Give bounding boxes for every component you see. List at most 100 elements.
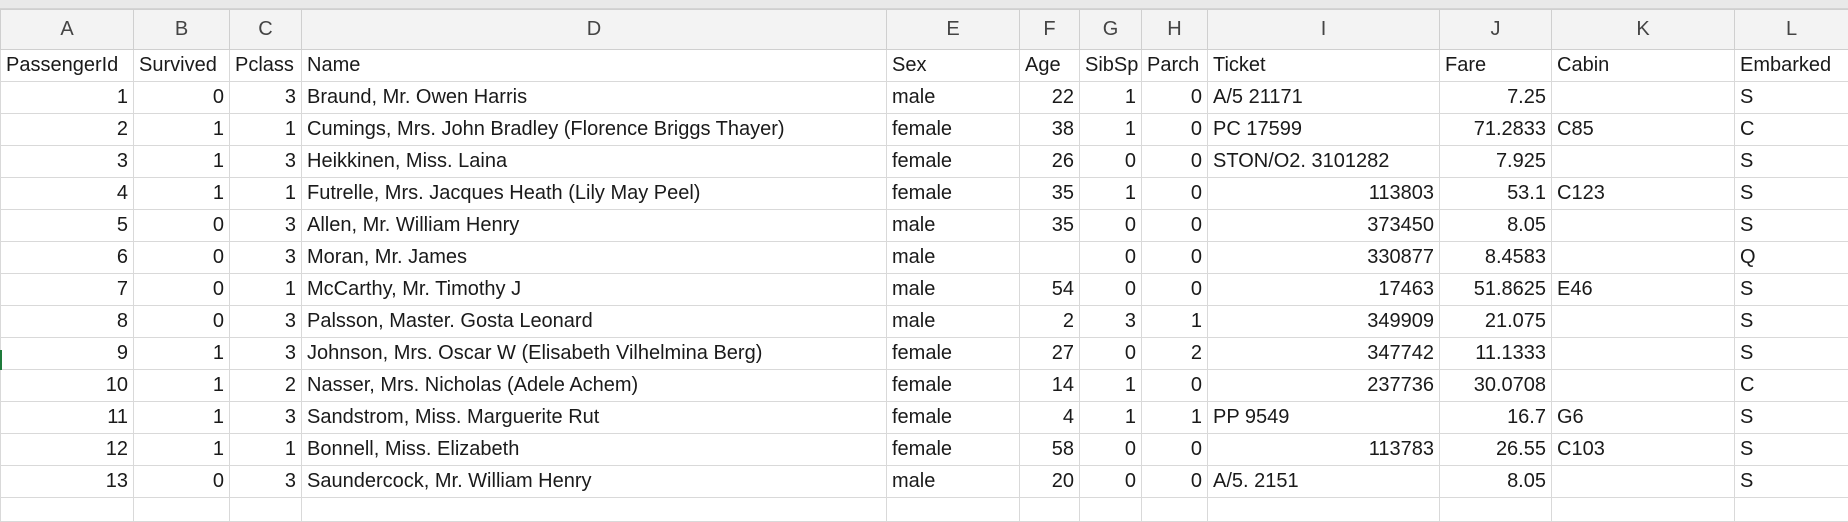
cell-f8[interactable]: 54 xyxy=(1020,274,1080,306)
cell-i15[interactable] xyxy=(1208,498,1440,522)
column-header-e[interactable]: E xyxy=(887,10,1020,50)
cell-h6[interactable]: 0 xyxy=(1142,210,1208,242)
cell-b3[interactable]: 1 xyxy=(134,114,230,146)
cell-k9[interactable] xyxy=(1552,306,1735,338)
cell-g3[interactable]: 1 xyxy=(1080,114,1142,146)
cell-h8[interactable]: 0 xyxy=(1142,274,1208,306)
cell-e5[interactable]: female xyxy=(887,178,1020,210)
cell-b8[interactable]: 0 xyxy=(134,274,230,306)
cell-a2[interactable]: 1 xyxy=(1,82,134,114)
cell-d12[interactable]: Sandstrom, Miss. Marguerite Rut xyxy=(302,402,887,434)
cell-h1[interactable]: Parch xyxy=(1142,50,1208,82)
cell-d10[interactable]: Johnson, Mrs. Oscar W (Elisabeth Vilhelm… xyxy=(302,338,887,370)
cell-a11[interactable]: 10 xyxy=(1,370,134,402)
cell-k12[interactable]: G6 xyxy=(1552,402,1735,434)
cell-j8[interactable]: 51.8625 xyxy=(1440,274,1552,306)
cell-k3[interactable]: C85 xyxy=(1552,114,1735,146)
cell-l6[interactable]: S xyxy=(1735,210,1848,242)
cell-d8[interactable]: McCarthy, Mr. Timothy J xyxy=(302,274,887,306)
cell-a10[interactable]: 9 xyxy=(1,338,134,370)
cell-h15[interactable] xyxy=(1142,498,1208,522)
cell-k11[interactable] xyxy=(1552,370,1735,402)
cell-b9[interactable]: 0 xyxy=(134,306,230,338)
cell-i1[interactable]: Ticket xyxy=(1208,50,1440,82)
cell-g2[interactable]: 1 xyxy=(1080,82,1142,114)
cell-l14[interactable]: S xyxy=(1735,466,1848,498)
cell-a8[interactable]: 7 xyxy=(1,274,134,306)
cell-c10[interactable]: 3 xyxy=(230,338,302,370)
cell-d3[interactable]: Cumings, Mrs. John Bradley (Florence Bri… xyxy=(302,114,887,146)
cell-h10[interactable]: 2 xyxy=(1142,338,1208,370)
cell-f6[interactable]: 35 xyxy=(1020,210,1080,242)
cell-b5[interactable]: 1 xyxy=(134,178,230,210)
cell-f13[interactable]: 58 xyxy=(1020,434,1080,466)
cell-k5[interactable]: C123 xyxy=(1552,178,1735,210)
cell-g12[interactable]: 1 xyxy=(1080,402,1142,434)
cell-i10[interactable]: 347742 xyxy=(1208,338,1440,370)
cell-c11[interactable]: 2 xyxy=(230,370,302,402)
column-header-b[interactable]: B xyxy=(134,10,230,50)
cell-h2[interactable]: 0 xyxy=(1142,82,1208,114)
cell-i13[interactable]: 113783 xyxy=(1208,434,1440,466)
cell-c5[interactable]: 1 xyxy=(230,178,302,210)
column-header-k[interactable]: K xyxy=(1552,10,1735,50)
cell-j13[interactable]: 26.55 xyxy=(1440,434,1552,466)
cell-i8[interactable]: 17463 xyxy=(1208,274,1440,306)
cell-i12[interactable]: PP 9549 xyxy=(1208,402,1440,434)
cell-g10[interactable]: 0 xyxy=(1080,338,1142,370)
cell-c12[interactable]: 3 xyxy=(230,402,302,434)
cell-g11[interactable]: 1 xyxy=(1080,370,1142,402)
cell-b14[interactable]: 0 xyxy=(134,466,230,498)
column-header-a[interactable]: A xyxy=(1,10,134,50)
cell-g5[interactable]: 1 xyxy=(1080,178,1142,210)
cell-j11[interactable]: 30.0708 xyxy=(1440,370,1552,402)
cell-e8[interactable]: male xyxy=(887,274,1020,306)
cell-i2[interactable]: A/5 21171 xyxy=(1208,82,1440,114)
cell-i5[interactable]: 113803 xyxy=(1208,178,1440,210)
column-header-c[interactable]: C xyxy=(230,10,302,50)
cell-k1[interactable]: Cabin xyxy=(1552,50,1735,82)
cell-l3[interactable]: C xyxy=(1735,114,1848,146)
cell-d5[interactable]: Futrelle, Mrs. Jacques Heath (Lily May P… xyxy=(302,178,887,210)
cell-d11[interactable]: Nasser, Mrs. Nicholas (Adele Achem) xyxy=(302,370,887,402)
cell-b1[interactable]: Survived xyxy=(134,50,230,82)
cell-e9[interactable]: male xyxy=(887,306,1020,338)
cell-e15[interactable] xyxy=(887,498,1020,522)
cell-g7[interactable]: 0 xyxy=(1080,242,1142,274)
cell-d14[interactable]: Saundercock, Mr. William Henry xyxy=(302,466,887,498)
cell-b6[interactable]: 0 xyxy=(134,210,230,242)
cell-k14[interactable] xyxy=(1552,466,1735,498)
cell-a5[interactable]: 4 xyxy=(1,178,134,210)
cell-a4[interactable]: 3 xyxy=(1,146,134,178)
cell-h7[interactable]: 0 xyxy=(1142,242,1208,274)
cell-e2[interactable]: male xyxy=(887,82,1020,114)
cell-d15[interactable] xyxy=(302,498,887,522)
cell-j4[interactable]: 7.925 xyxy=(1440,146,1552,178)
cell-l7[interactable]: Q xyxy=(1735,242,1848,274)
cell-d6[interactable]: Allen, Mr. William Henry xyxy=(302,210,887,242)
cell-h5[interactable]: 0 xyxy=(1142,178,1208,210)
cell-d2[interactable]: Braund, Mr. Owen Harris xyxy=(302,82,887,114)
cell-b13[interactable]: 1 xyxy=(134,434,230,466)
cell-c9[interactable]: 3 xyxy=(230,306,302,338)
cell-k10[interactable] xyxy=(1552,338,1735,370)
cell-c6[interactable]: 3 xyxy=(230,210,302,242)
cell-j9[interactable]: 21.075 xyxy=(1440,306,1552,338)
cell-l10[interactable]: S xyxy=(1735,338,1848,370)
cell-f4[interactable]: 26 xyxy=(1020,146,1080,178)
cell-c13[interactable]: 1 xyxy=(230,434,302,466)
cell-h3[interactable]: 0 xyxy=(1142,114,1208,146)
cell-a1[interactable]: PassengerId xyxy=(1,50,134,82)
cell-e10[interactable]: female xyxy=(887,338,1020,370)
cell-a14[interactable]: 13 xyxy=(1,466,134,498)
cell-f14[interactable]: 20 xyxy=(1020,466,1080,498)
cell-f7[interactable] xyxy=(1020,242,1080,274)
cell-e13[interactable]: female xyxy=(887,434,1020,466)
cell-j3[interactable]: 71.2833 xyxy=(1440,114,1552,146)
column-header-l[interactable]: L xyxy=(1735,10,1848,50)
cell-i14[interactable]: A/5. 2151 xyxy=(1208,466,1440,498)
cell-c7[interactable]: 3 xyxy=(230,242,302,274)
cell-e14[interactable]: male xyxy=(887,466,1020,498)
cell-g4[interactable]: 0 xyxy=(1080,146,1142,178)
cell-j7[interactable]: 8.4583 xyxy=(1440,242,1552,274)
